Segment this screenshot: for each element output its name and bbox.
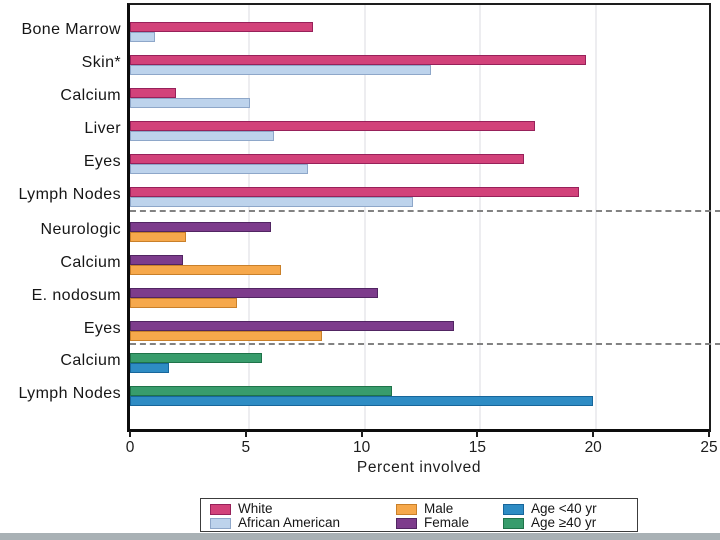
bar-calcium-1 (130, 88, 177, 98)
bar-eyes-2 (130, 164, 309, 174)
bar-calcium-2 (130, 363, 170, 373)
x-axis-tick (476, 431, 479, 437)
x-axis-tick-label: 25 (700, 439, 718, 456)
group-separator-dashed-line (130, 210, 720, 212)
x-axis-tick (360, 431, 363, 437)
legend-box: White African American Male Female Age <40 y… (200, 498, 638, 532)
plot-area (127, 3, 720, 432)
bar-lymph-nodes-1 (130, 187, 580, 197)
category-label: Eyes (83, 153, 121, 170)
bar-lymph-nodes-2 (130, 197, 413, 207)
x-axis-tick (129, 431, 131, 437)
bar-calcium-1 (130, 255, 184, 265)
x-axis-tick (708, 431, 710, 437)
x-axis-tick (244, 431, 247, 437)
bar-calcium-2 (130, 98, 251, 108)
category-label: Calcium (60, 254, 121, 271)
bottom-edge-strip (0, 533, 720, 540)
legend-item: Female (396, 516, 503, 530)
legend-item: Male (396, 502, 503, 516)
bar-calcium-1 (130, 353, 262, 363)
bar-skin--2 (130, 65, 432, 75)
legend-label: Female (424, 515, 470, 530)
legend-swatch-african-american (210, 517, 231, 529)
category-label: E. nodosum (31, 287, 121, 304)
legend-item: Age <40 yr (503, 502, 635, 516)
gridline-x-20 (595, 5, 598, 429)
gridline-x-10 (363, 5, 366, 429)
bar-skin--1 (130, 55, 587, 65)
legend-swatch-age-40-yr (503, 503, 524, 515)
bar-liver-2 (130, 131, 274, 141)
legend-label: African American (238, 515, 341, 530)
legend-item: Age ≥40 yr (503, 516, 635, 530)
bar-e-nodosum-1 (130, 288, 378, 298)
x-axis-tick-label: 20 (584, 439, 602, 456)
category-label: Eyes (83, 320, 121, 337)
bar-neurologic-1 (130, 222, 272, 232)
x-axis-label: Percent involved (356, 459, 482, 476)
legend-label: Age <40 yr (531, 501, 597, 516)
group-separator-dashed-line (130, 343, 720, 345)
legend-label: Age ≥40 yr (531, 515, 597, 530)
bar-bone-marrow-1 (130, 22, 313, 32)
bar-neurologic-2 (130, 232, 186, 242)
x-axis-tick-label: 10 (352, 439, 371, 456)
category-label: Skin* (81, 54, 121, 71)
bar-eyes-1 (130, 154, 524, 164)
category-label: Calcium (60, 352, 121, 369)
bar-lymph-nodes-2 (130, 396, 594, 406)
bar-e-nodosum-2 (130, 298, 237, 308)
bar-calcium-2 (130, 265, 281, 275)
x-axis-tick-label: 15 (468, 439, 487, 456)
x-axis-tick-label: 5 (241, 439, 251, 456)
bar-eyes-1 (130, 321, 455, 331)
category-label: Calcium (60, 87, 121, 104)
legend-swatch-age-40-yr (503, 517, 524, 529)
category-label: Lymph Nodes (18, 385, 121, 402)
gridline-x-5 (247, 5, 250, 429)
bar-bone-marrow-2 (130, 32, 156, 42)
x-axis-tick (592, 431, 595, 437)
category-label: Neurologic (40, 221, 121, 238)
bar-lymph-nodes-1 (130, 386, 392, 396)
bar-eyes-2 (130, 331, 323, 341)
gridline-x-15 (479, 5, 482, 429)
legend-swatch-white (210, 503, 231, 515)
legend-swatch-male (396, 503, 417, 515)
legend-item: African American (210, 516, 396, 530)
category-label: Lymph Nodes (18, 186, 121, 203)
bar-liver-1 (130, 121, 536, 131)
legend-swatch-female (396, 517, 417, 529)
legend-label: Male (424, 501, 454, 516)
category-label: Bone Marrow (21, 21, 121, 38)
category-label: Liver (84, 120, 121, 137)
x-axis-tick-label: 0 (125, 439, 135, 456)
legend-item: White (210, 502, 396, 516)
legend-label: White (238, 501, 273, 516)
